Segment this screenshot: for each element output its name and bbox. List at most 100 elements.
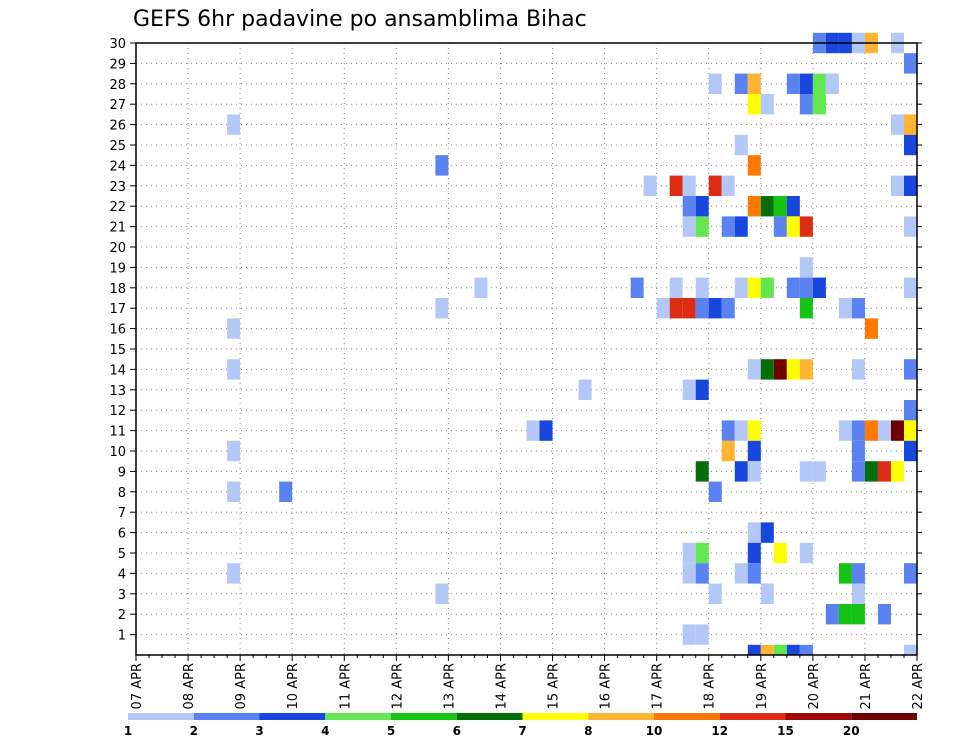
heatmap-cell [877, 461, 891, 482]
heatmap-cell [786, 73, 800, 94]
heatmap-cell [799, 298, 813, 319]
y-tick-label: 1 [118, 629, 126, 644]
heatmap-cell [747, 155, 761, 176]
heatmap-cell [734, 277, 748, 298]
heatmap-cell [890, 175, 904, 196]
heatmap-cell [474, 277, 488, 298]
heatmap-cell [903, 400, 917, 421]
y-tick-label: 15 [109, 343, 126, 358]
heatmap-cell [760, 644, 774, 655]
heatmap-cell [903, 114, 917, 135]
heatmap-cell [721, 298, 735, 319]
y-tick-label: 28 [109, 78, 126, 93]
heatmap-cell [760, 583, 774, 604]
legend-swatch [719, 713, 786, 720]
heatmap-cell [734, 420, 748, 441]
y-tick-label: 30 [109, 37, 126, 52]
heatmap-cell [747, 644, 761, 655]
heatmap-cell [578, 379, 592, 400]
heatmap-cell [747, 522, 761, 543]
heatmap-cell [786, 277, 800, 298]
heatmap-cell [903, 53, 917, 74]
heatmap-cell [747, 196, 761, 217]
x-tick-label: 09 APR [234, 663, 249, 709]
x-tick-label: 07 APR [130, 663, 145, 709]
x-tick-label: 16 APR [599, 663, 614, 709]
heatmap-cell [799, 257, 813, 278]
y-tick-label: 29 [109, 57, 126, 72]
chart-title: GEFS 6hr padavine po ansamblima Bihac [133, 7, 587, 32]
heatmap-cell [838, 298, 852, 319]
heatmap-cell [851, 298, 865, 319]
heatmap-cell [695, 277, 709, 298]
heatmap-cell [682, 175, 696, 196]
legend-label: 1 [124, 724, 132, 738]
heatmap-cell [643, 175, 657, 196]
heatmap-cell [760, 196, 774, 217]
legend-swatch [588, 713, 654, 720]
x-tick-label: 10 APR [286, 663, 301, 709]
heatmap-cell [903, 277, 917, 298]
heatmap-cell [760, 277, 774, 298]
heatmap-cell [695, 196, 709, 217]
heatmap-cell [799, 73, 813, 94]
heatmap-cell [851, 563, 865, 584]
y-tick-label: 22 [109, 200, 126, 215]
y-tick-label: 5 [118, 547, 126, 562]
heatmap-cell [773, 359, 787, 380]
heatmap-cell [435, 298, 449, 319]
heatmap-cell [864, 318, 878, 339]
y-tick-label: 25 [109, 139, 126, 154]
legend-label: 8 [584, 724, 592, 738]
heatmap-cell [851, 583, 865, 604]
heatmap-cell [851, 420, 865, 441]
heatmap-cell [747, 461, 761, 482]
heatmap-cell [786, 216, 800, 237]
heatmap-cell [682, 542, 696, 564]
heatmap-cell [539, 420, 553, 441]
y-tick-label: 3 [118, 588, 126, 603]
heatmap-cell [695, 216, 709, 237]
x-tick-label: 12 APR [390, 663, 405, 709]
heatmap-cell [903, 440, 917, 462]
heatmap-cell [227, 318, 241, 339]
heatmap-cell [695, 461, 709, 482]
heatmap-cell [747, 359, 761, 380]
heatmap-cell [682, 298, 696, 319]
heatmap-cell [864, 420, 878, 441]
heatmap-cell [877, 604, 891, 625]
x-tick-label: 22 APR [911, 663, 926, 709]
heatmap-cell [799, 277, 813, 298]
heatmap-cell [682, 379, 696, 400]
heatmap-cell [825, 73, 839, 94]
heatmap-cell [799, 644, 813, 655]
heatmap-cell [669, 277, 683, 298]
y-tick-label: 27 [109, 98, 126, 113]
heatmap-cell [812, 73, 826, 94]
heatmap-cell [669, 298, 683, 319]
legend-label: 6 [453, 724, 461, 738]
heatmap-cell [734, 216, 748, 237]
heatmap-cell [734, 563, 748, 584]
legend-swatch [128, 713, 194, 720]
heatmap-cell [695, 379, 709, 400]
legend-swatch [785, 713, 852, 720]
heatmap-cell [708, 583, 722, 604]
y-tick-label: 18 [109, 282, 126, 297]
heatmap-cell [747, 73, 761, 94]
heatmap-cell [760, 359, 774, 380]
legend-swatch [456, 713, 523, 720]
heatmap-cell [903, 563, 917, 584]
y-tick-label: 10 [109, 445, 126, 460]
x-tick-label: 17 APR [651, 663, 666, 709]
heatmap-cell [526, 420, 540, 441]
heatmap-cell [721, 175, 735, 196]
legend-swatch [391, 713, 457, 720]
heatmap-cell [279, 481, 293, 502]
heatmap-cell [695, 563, 709, 584]
heatmap-cell [799, 94, 813, 115]
y-tick-label: 16 [109, 323, 126, 338]
y-tick-label: 7 [118, 506, 126, 521]
y-tick-label: 24 [109, 159, 126, 174]
x-tick-label: 11 APR [338, 663, 353, 709]
